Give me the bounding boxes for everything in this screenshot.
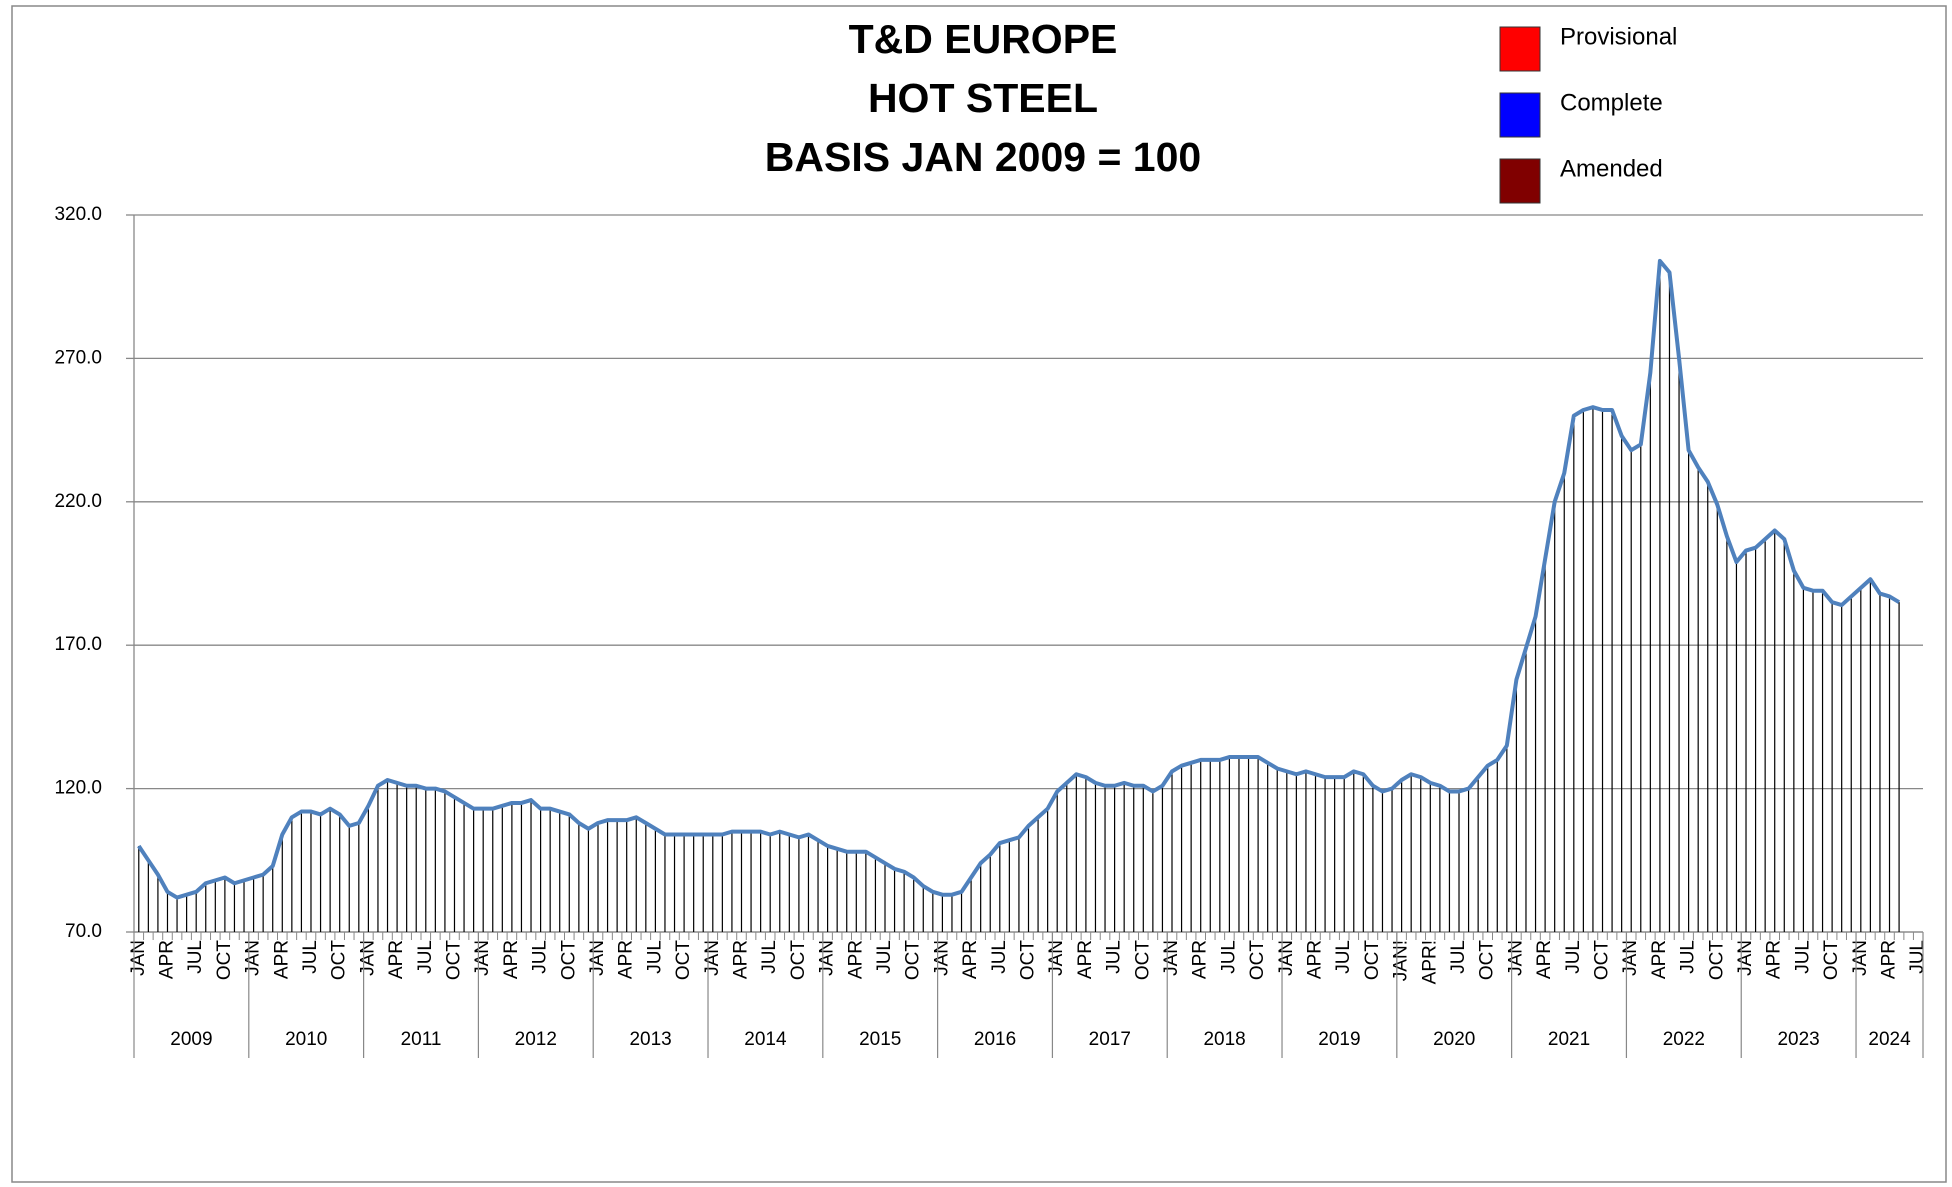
x-tick-label: JUL — [185, 940, 206, 974]
year-label: 2013 — [629, 1029, 671, 1050]
x-tick-label: JAN — [931, 940, 952, 976]
x-tick-label: OCT — [1592, 940, 1613, 981]
x-tick-label: JAN — [702, 940, 723, 976]
year-label: 2022 — [1663, 1029, 1705, 1050]
x-tick-label: APR — [845, 940, 866, 979]
x-tick-label: JUL — [1563, 940, 1584, 974]
y-tick-label: 70.0 — [65, 921, 102, 942]
x-tick-label: JAN — [243, 940, 264, 976]
legend-label: Complete — [1560, 89, 1663, 116]
x-tick-label: JAN — [817, 940, 838, 976]
chart-title: HOT STEEL — [868, 75, 1098, 121]
legend-label: Provisional — [1560, 23, 1677, 50]
x-tick-label: OCT — [1018, 940, 1039, 981]
x-tick-label: JAN — [1735, 940, 1756, 976]
year-label: 2023 — [1777, 1029, 1819, 1050]
chart-title: T&D EUROPE — [849, 16, 1118, 62]
x-tick-label: APR — [1649, 940, 1670, 979]
x-tick-label: JUL — [300, 940, 321, 974]
x-tick-label: APR — [1190, 940, 1211, 979]
x-tick-label: JAN — [357, 940, 378, 976]
x-tick-label: JUL — [1333, 940, 1354, 974]
x-tick-label: OCT — [329, 940, 350, 981]
year-label: 2017 — [1089, 1029, 1131, 1050]
year-label: 2010 — [285, 1029, 327, 1050]
x-tick-label: APR — [1075, 940, 1096, 979]
x-tick-label: APR — [1305, 940, 1326, 979]
legend-label: Amended — [1560, 155, 1663, 182]
x-tick-label: JUL — [989, 940, 1010, 974]
y-tick-label: 320.0 — [54, 204, 102, 225]
x-tick-label: APR — [1879, 940, 1900, 979]
x-tick-label: APR — [271, 940, 292, 979]
x-tick-label: JAN! — [1391, 940, 1412, 981]
x-tick-label: APR — [616, 940, 637, 979]
x-tick-label: OCT — [444, 940, 465, 981]
x-tick-label: OCT — [673, 940, 694, 981]
x-tick-label: JUL — [1218, 940, 1239, 974]
y-tick-label: 170.0 — [54, 634, 102, 655]
x-tick-label: APR — [1764, 940, 1785, 979]
chart-border — [11, 5, 1947, 1183]
x-tick-label: JUL — [874, 940, 895, 974]
x-tick-label: APR — [386, 940, 407, 979]
x-tick-label: OCT — [1132, 940, 1153, 981]
x-tick-label: JAN — [128, 940, 149, 976]
x-tick-label: JUL — [1448, 940, 1469, 974]
x-tick-label: OCT — [1477, 940, 1498, 981]
x-tick-label: JUL — [1678, 940, 1699, 974]
x-tick-label: APR — [960, 940, 981, 979]
year-label: 2019 — [1318, 1029, 1360, 1050]
x-tick-label: OCT — [1362, 940, 1383, 981]
series-line — [137, 258, 1901, 900]
year-label: 2015 — [859, 1029, 901, 1050]
x-tick-label: JAN — [472, 940, 493, 976]
year-label: 2014 — [744, 1029, 787, 1050]
x-tick-label: OCT — [788, 940, 809, 981]
year-label: 2020 — [1433, 1029, 1475, 1050]
x-tick-label: JUL — [1104, 940, 1125, 974]
year-label: 2009 — [170, 1029, 212, 1050]
x-tick-label: JUL — [530, 940, 551, 974]
x-tick-label: OCT — [1706, 940, 1727, 981]
x-tick-label: OCT — [1821, 940, 1842, 981]
x-tick-label: OCT — [558, 940, 579, 981]
x-tick-label: JUL — [1792, 940, 1813, 974]
x-tick-label: JUL — [1907, 940, 1928, 974]
x-tick-label: OCT — [1247, 940, 1268, 981]
x-tick-label: APR — [501, 940, 522, 979]
y-tick-label: 120.0 — [54, 778, 102, 799]
x-tick-label: APR — [731, 940, 752, 979]
x-tick-label: JAN — [1276, 940, 1297, 976]
y-tick-label: 220.0 — [54, 491, 102, 512]
x-tick-label: JAN — [1620, 940, 1641, 976]
x-tick-label: APR! — [1419, 940, 1440, 984]
x-tick-label: OCT — [903, 940, 924, 981]
x-tick-label: JAN — [1161, 940, 1182, 976]
year-label: 2021 — [1548, 1029, 1590, 1050]
y-tick-label: 270.0 — [54, 347, 102, 368]
x-tick-label: JUL — [644, 940, 665, 974]
chart-title: BASIS JAN 2009 = 100 — [765, 134, 1201, 180]
legend-swatch — [1499, 158, 1541, 204]
year-label: 2012 — [515, 1029, 557, 1050]
x-tick-label: APR — [1534, 940, 1555, 979]
x-tick-label: JAN — [1850, 940, 1871, 976]
x-tick-label: JUL — [415, 940, 436, 974]
x-tick-label: JUL — [759, 940, 780, 974]
legend-swatch — [1499, 92, 1541, 138]
year-label: 2011 — [401, 1029, 442, 1050]
x-tick-label: JAN — [1046, 940, 1067, 976]
x-tick-label: JAN — [1505, 940, 1526, 976]
legend-swatch — [1499, 26, 1541, 72]
year-label: 2018 — [1203, 1029, 1245, 1050]
x-tick-label: OCT — [214, 940, 235, 981]
year-label: 2016 — [974, 1029, 1016, 1050]
x-tick-label: APR — [156, 940, 177, 979]
year-label: 2024 — [1868, 1029, 1911, 1050]
x-tick-label: JAN — [587, 940, 608, 976]
